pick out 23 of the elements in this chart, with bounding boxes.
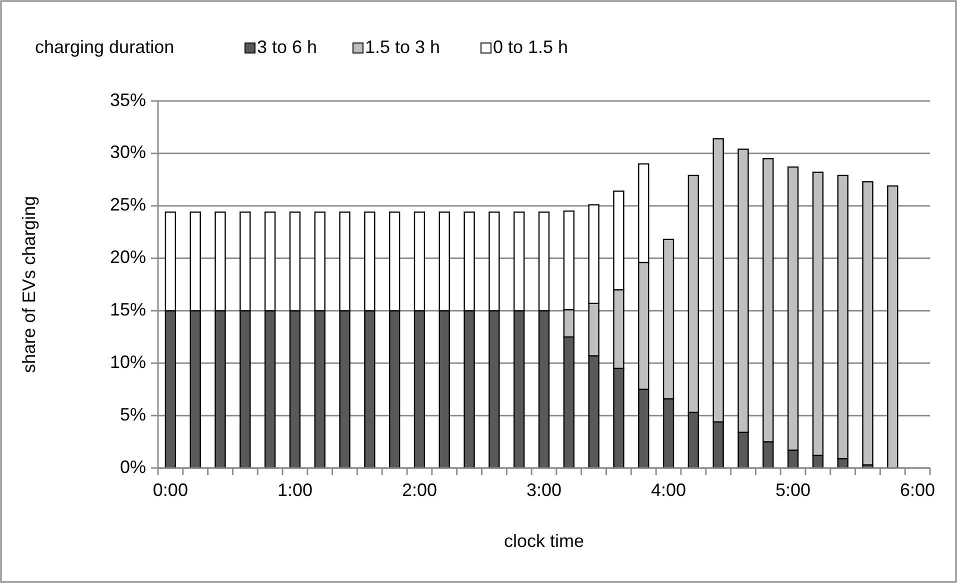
x-tick-label: 2:00 — [402, 480, 438, 500]
y-tick-label: 15% — [110, 299, 146, 320]
y-tick-label: 25% — [110, 194, 146, 215]
y-tick-label: 5% — [120, 404, 146, 424]
y-tick-label: 30% — [110, 142, 146, 162]
x-tick-label: 1:00 — [277, 480, 312, 500]
bar — [862, 181, 874, 466]
y-tick-label: 35% — [110, 90, 146, 110]
x-tick-label: 5:00 — [776, 480, 811, 500]
x-tick-label: 3:00 — [526, 480, 562, 500]
y-tick-label: 0% — [120, 456, 146, 477]
legend-label: 3 to 6 h — [257, 36, 318, 57]
x-tick-label: 4:00 — [650, 480, 686, 500]
y-axis-title: share of EVs charging — [18, 196, 39, 374]
x-tick-label: 0:00 — [152, 480, 188, 500]
legend-label: 1.5 to 3 h — [365, 36, 440, 57]
y-tick-label: 10% — [110, 352, 146, 372]
x-axis-title: clock time — [504, 531, 584, 551]
bar — [887, 185, 898, 469]
y-tick-label: 20% — [110, 247, 146, 268]
x-tick-label: 6:00 — [900, 480, 936, 500]
legend-title: charging duration — [35, 36, 174, 57]
legend-label: 0 to 1.5 h — [493, 36, 568, 57]
